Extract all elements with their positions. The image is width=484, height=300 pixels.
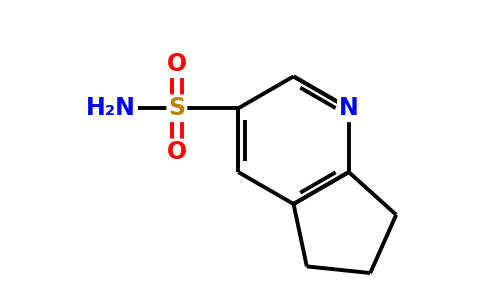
Text: S: S bbox=[168, 96, 185, 120]
Text: N: N bbox=[339, 96, 359, 120]
Text: H₂N: H₂N bbox=[86, 96, 136, 120]
Text: O: O bbox=[167, 140, 187, 164]
Text: O: O bbox=[167, 52, 187, 76]
